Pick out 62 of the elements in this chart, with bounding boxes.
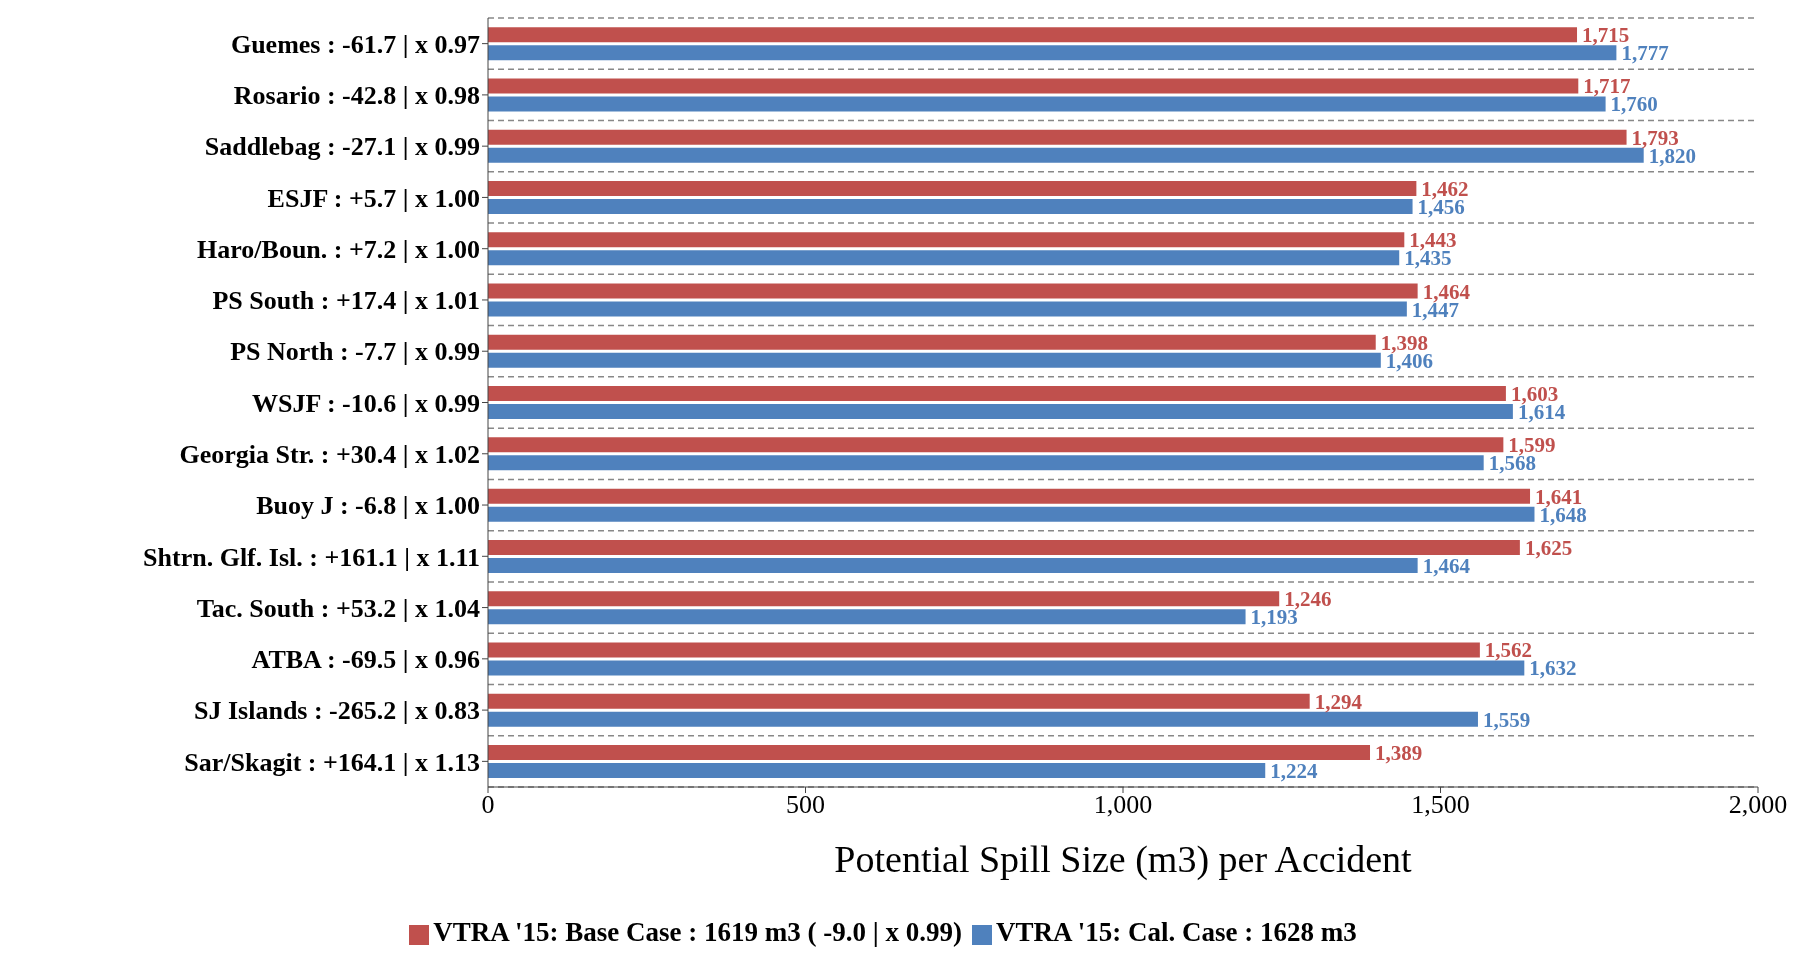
y-tick-label: SJ Islands : -265.2 | x 0.83 xyxy=(194,696,480,726)
data-label: 1,224 xyxy=(1270,758,1318,783)
bar xyxy=(488,386,1506,402)
bar xyxy=(488,181,1417,197)
x-tick-label: 2,000 xyxy=(1728,790,1788,820)
data-label: 1,294 xyxy=(1314,689,1363,714)
x-tick-label: 1,500 xyxy=(1411,790,1470,820)
bar xyxy=(488,711,1478,727)
y-tick-label: WSJF : -10.6 | x 0.99 xyxy=(252,388,480,418)
bar xyxy=(488,129,1627,145)
bar xyxy=(488,693,1310,709)
bar xyxy=(488,506,1535,522)
bar xyxy=(488,78,1579,94)
y-tick-label: Sar/Skagit : +164.1 | x 1.13 xyxy=(184,747,480,777)
x-tick-label: 500 xyxy=(786,790,825,820)
data-label: 1,464 xyxy=(1422,553,1471,578)
bar xyxy=(488,199,1413,215)
bar xyxy=(488,660,1525,676)
bar xyxy=(488,488,1531,504)
data-label: 1,793 xyxy=(1631,125,1679,150)
bar xyxy=(488,437,1504,453)
y-tick-label: Buoy J : -6.8 | x 1.00 xyxy=(256,491,480,521)
bar xyxy=(488,744,1371,760)
bar xyxy=(488,250,1400,266)
y-tick-label: Shtrn. Glf. Isl. : +161.1 | x 1.11 xyxy=(143,542,480,572)
bar xyxy=(488,283,1418,299)
y-tick-label: Guemes : -61.7 | x 0.97 xyxy=(230,29,480,59)
bar xyxy=(488,609,1246,625)
legend-label: VTRA '15: Base Case : 1619 m3 ( -9.0 | x 0.99) xyxy=(433,917,962,947)
data-label: 1,389 xyxy=(1375,740,1423,765)
y-tick-label: Georgia Str. : +30.4 | x 1.02 xyxy=(179,440,480,469)
bar xyxy=(488,762,1266,778)
bar xyxy=(488,642,1480,658)
y-tick-label: ATBA : -69.5 | x 0.96 xyxy=(251,645,480,675)
y-tick-label: Tac. South : +53.2 | x 1.04 xyxy=(196,593,480,623)
bar xyxy=(488,591,1280,607)
bar xyxy=(488,539,1520,555)
bar xyxy=(488,147,1644,163)
x-tick-label: 0 xyxy=(481,790,495,820)
data-label: 1,777 xyxy=(1621,41,1669,66)
data-label: 1,625 xyxy=(1524,535,1573,560)
bar xyxy=(488,232,1405,248)
bar xyxy=(488,45,1617,61)
y-tick-label: Haro/Boun. : +7.2 | x 1.00 xyxy=(197,234,480,264)
bar xyxy=(488,352,1381,368)
x-tick-label: 1,000 xyxy=(1093,790,1153,820)
bar xyxy=(488,27,1578,43)
bar xyxy=(488,334,1376,350)
bar xyxy=(488,404,1513,420)
y-tick-label: PS North : -7.7 | x 0.99 xyxy=(230,337,480,367)
legend-label: VTRA '15: Cal. Case : 1628 m3 xyxy=(995,917,1357,947)
data-label: 1,559 xyxy=(1482,707,1531,732)
data-label: 1,760 xyxy=(1610,92,1658,117)
y-tick-label: Saddlebag : -27.1 | x 0.99 xyxy=(204,132,480,162)
y-tick-label: ESJF : +5.7 | x 1.00 xyxy=(267,183,480,213)
bar xyxy=(488,557,1418,573)
y-tick-label: Rosario : -42.8 | x 0.98 xyxy=(233,81,480,111)
bar xyxy=(488,301,1407,317)
bar xyxy=(488,455,1484,471)
bar xyxy=(488,96,1606,112)
x-axis-title: Potential Spill Size (m3) per Accident xyxy=(834,838,1413,881)
y-tick-label: PS South : +17.4 | x 1.01 xyxy=(212,286,480,316)
